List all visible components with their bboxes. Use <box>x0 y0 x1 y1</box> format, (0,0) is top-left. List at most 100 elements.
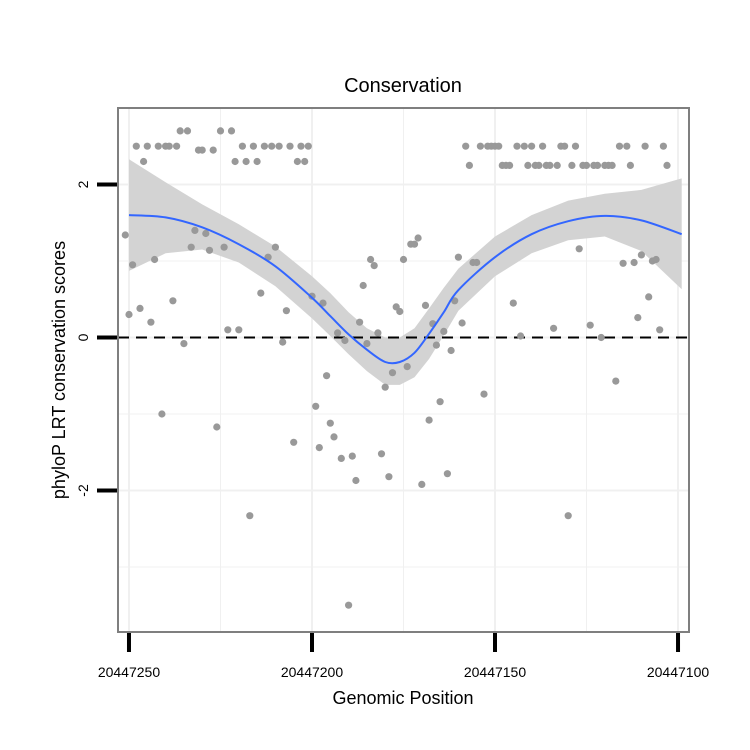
y-axis-title: phyloP LRT conservation scores <box>49 241 69 499</box>
data-point <box>330 433 338 441</box>
data-point <box>410 240 419 248</box>
data-point <box>641 142 649 150</box>
data-point <box>352 476 360 485</box>
data-point <box>593 161 602 169</box>
data-point <box>447 346 455 355</box>
data-point <box>271 243 279 251</box>
data-point <box>209 146 217 154</box>
data-point <box>597 333 605 342</box>
smooth-trend-line <box>128 214 683 365</box>
data-point <box>147 318 155 326</box>
data-point <box>509 299 517 307</box>
data-point <box>121 231 129 239</box>
data-point <box>370 262 378 270</box>
data-point <box>612 377 620 385</box>
data-point <box>319 299 327 307</box>
data-point <box>462 142 470 150</box>
data-point <box>615 142 624 150</box>
data-point <box>443 470 451 478</box>
data-points <box>121 127 671 609</box>
data-point <box>539 142 547 150</box>
data-point <box>656 326 664 334</box>
data-point <box>524 161 532 169</box>
data-point <box>140 157 148 166</box>
data-point <box>279 338 287 346</box>
data-point <box>421 301 430 309</box>
data-point <box>216 127 225 135</box>
plot-panel <box>117 107 690 633</box>
data-point <box>337 454 345 462</box>
data-point <box>432 341 440 349</box>
data-point <box>637 251 646 259</box>
data-point <box>645 293 653 301</box>
x-tick-label: 20447250 <box>98 664 161 680</box>
data-point <box>513 142 521 150</box>
data-point <box>363 340 371 348</box>
data-point <box>436 398 444 406</box>
data-point <box>568 161 576 169</box>
data-point <box>132 142 140 150</box>
y-tick-label: 2 <box>75 180 91 188</box>
data-point <box>238 142 246 150</box>
data-point <box>304 142 312 150</box>
data-point <box>528 142 536 150</box>
data-point <box>377 450 386 458</box>
y-axis: 2 0 -2 <box>75 180 117 497</box>
data-point <box>623 142 631 150</box>
data-point <box>608 161 616 169</box>
data-point <box>553 161 561 169</box>
data-point <box>282 307 290 315</box>
data-point <box>586 321 594 329</box>
data-point <box>268 142 276 150</box>
data-point <box>652 255 660 264</box>
data-point <box>451 297 459 305</box>
data-point <box>173 142 181 150</box>
data-point <box>312 402 320 410</box>
y-tick-label: 0 <box>75 333 91 341</box>
data-point <box>180 340 188 348</box>
data-point <box>571 142 580 150</box>
data-point <box>275 142 283 150</box>
data-point <box>626 161 635 169</box>
data-point <box>634 314 642 322</box>
data-point <box>440 327 448 335</box>
data-point <box>550 324 558 332</box>
data-point <box>575 245 583 253</box>
data-point <box>630 258 638 267</box>
data-point <box>253 157 261 166</box>
data-point <box>151 255 159 264</box>
data-point <box>242 157 250 166</box>
data-point <box>374 329 382 337</box>
data-point <box>506 161 514 169</box>
panel-border <box>117 107 690 633</box>
data-point <box>136 304 144 312</box>
data-point <box>520 142 528 150</box>
data-point <box>454 253 462 261</box>
data-point <box>143 142 151 150</box>
data-point <box>517 332 525 340</box>
data-point <box>399 255 408 264</box>
data-point <box>297 142 305 150</box>
data-point <box>476 142 484 150</box>
data-point <box>202 229 210 238</box>
data-point <box>495 142 503 150</box>
data-point <box>465 161 473 169</box>
data-point <box>535 161 543 169</box>
data-point <box>183 127 192 135</box>
data-point <box>480 390 488 398</box>
data-point <box>187 243 195 251</box>
data-point <box>246 512 254 520</box>
data-point <box>546 161 554 169</box>
data-point <box>561 142 569 150</box>
data-point <box>359 281 367 290</box>
x-tick-label: 20447100 <box>647 664 710 680</box>
data-point <box>235 326 243 334</box>
data-point <box>249 142 257 150</box>
data-point <box>260 142 268 150</box>
data-point <box>396 307 404 316</box>
data-point <box>388 369 397 377</box>
data-point <box>458 319 466 327</box>
confidence-ribbon <box>129 159 682 385</box>
chart-title: Conservation <box>344 75 462 97</box>
